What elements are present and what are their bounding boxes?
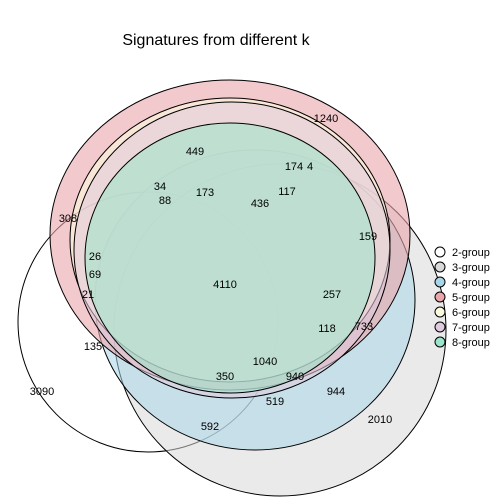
- legend-swatch: [435, 307, 445, 317]
- region-count: 159: [359, 231, 377, 243]
- region-count: 69: [89, 269, 101, 281]
- region-count: 118: [318, 323, 336, 335]
- region-count: 733: [355, 321, 373, 333]
- legend-swatch: [435, 292, 445, 302]
- region-count: 2010: [368, 414, 392, 426]
- region-count: 26: [89, 251, 101, 263]
- legend-label: 2-group: [452, 247, 490, 259]
- region-count: 308: [59, 213, 77, 225]
- region-count: 592: [201, 421, 219, 433]
- legend-swatch: [435, 262, 445, 272]
- region-count: 944: [327, 386, 345, 398]
- legend-label: 3-group: [452, 262, 490, 274]
- legend-swatch: [435, 337, 445, 347]
- region-count: 350: [216, 371, 234, 383]
- region-count: 88: [159, 195, 171, 207]
- legend-label: 5-group: [452, 292, 490, 304]
- legend-swatch: [435, 322, 445, 332]
- legend-label: 4-group: [452, 277, 490, 289]
- region-count: 135: [84, 341, 102, 353]
- region-count: 449: [186, 146, 204, 158]
- venn-chart: Signatures from different k 3090 2010 944 5…: [0, 0, 504, 504]
- region-count: 4: [307, 161, 313, 173]
- region-count: 940: [286, 371, 304, 383]
- legend-label: 8-group: [452, 337, 490, 349]
- region-count: 436: [251, 198, 269, 210]
- legend-swatch: [435, 277, 445, 287]
- region-count: 1240: [314, 113, 338, 125]
- region-count: 174: [285, 161, 303, 173]
- region-count: 1040: [253, 356, 277, 368]
- region-count: 117: [278, 186, 296, 198]
- legend-label: 7-group: [452, 322, 490, 334]
- region-count: 21: [82, 289, 94, 301]
- chart-title: Signatures from different k: [122, 32, 310, 49]
- region-count: 519: [266, 396, 284, 408]
- region-count: 4110: [213, 279, 237, 291]
- region-count: 173: [196, 187, 214, 199]
- region-count: 3090: [30, 386, 54, 398]
- legend-swatch: [435, 247, 445, 257]
- ellipse-g8: [85, 123, 375, 393]
- region-count: 257: [323, 289, 341, 301]
- region-count: 34: [154, 181, 166, 193]
- legend-label: 6-group: [452, 307, 490, 319]
